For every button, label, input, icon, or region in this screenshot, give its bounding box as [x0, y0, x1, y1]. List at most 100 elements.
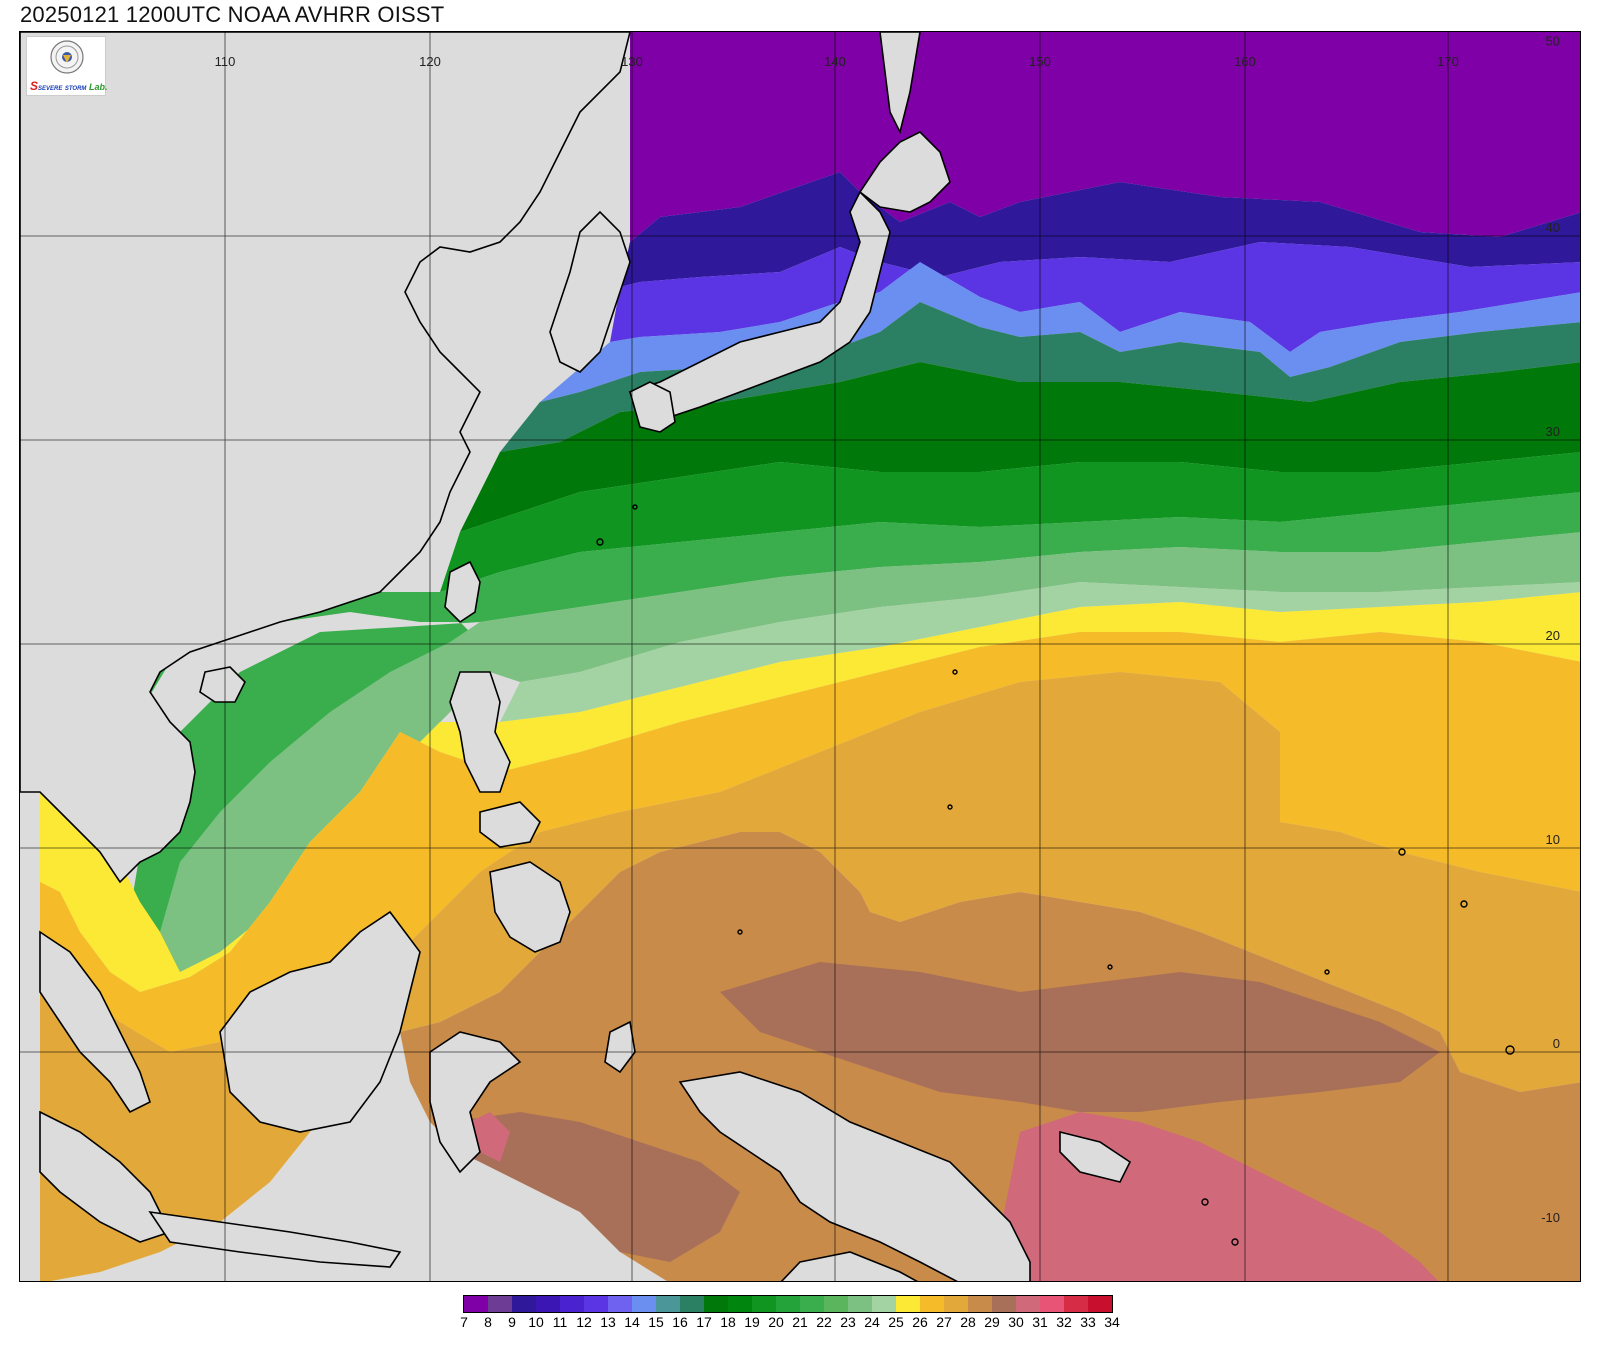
new-guinea	[678, 1071, 1031, 1281]
colorbar-label: 21	[792, 1314, 808, 1330]
lat-tick-labels: 50 40 30 20 10 0 -10	[1541, 34, 1560, 1225]
colorbar-label: 34	[1104, 1314, 1120, 1330]
philippines-visayas	[479, 801, 541, 848]
island-dot	[596, 538, 604, 546]
lon-tick-label: 170	[1437, 54, 1459, 69]
japan-kyushu	[629, 381, 676, 433]
small-islands	[596, 504, 1515, 1246]
colorbar-label: 32	[1056, 1314, 1072, 1330]
island-dot	[952, 669, 958, 675]
colorbar-swatch	[656, 1296, 680, 1312]
island-dot	[1505, 1045, 1515, 1055]
colorbar-label: 25	[888, 1314, 904, 1330]
sumatra	[39, 1110, 172, 1243]
colorbar-label: 19	[744, 1314, 760, 1330]
colorbar-swatch	[848, 1296, 872, 1312]
colorbar-label: 16	[672, 1314, 688, 1330]
island-dot	[947, 804, 953, 810]
colorbar-label: 30	[1008, 1314, 1024, 1330]
colorbar-label: 27	[936, 1314, 952, 1330]
colorbar-swatch	[680, 1296, 704, 1312]
colorbar-swatch	[488, 1296, 512, 1312]
colorbar-swatch	[536, 1296, 560, 1312]
colorbar-label: 23	[840, 1314, 856, 1330]
severe-storm-lab-logo: SSEVERE STORM Lab.	[26, 36, 108, 96]
java	[148, 1210, 402, 1268]
colorbar-swatch	[992, 1296, 1016, 1312]
korea	[549, 210, 631, 373]
lon-tick-label: 110	[215, 54, 236, 69]
island-dot	[1201, 1198, 1209, 1206]
colorbar-label: 10	[528, 1314, 544, 1330]
australia-north	[780, 1251, 919, 1281]
sst-band-22	[40, 492, 1580, 972]
lon-tick-label: 120	[419, 54, 441, 69]
colorbar-swatch	[944, 1296, 968, 1312]
colorbar-label: 12	[576, 1314, 592, 1330]
colorbar-label: 17	[696, 1314, 712, 1330]
island-dot	[1460, 900, 1468, 908]
colorbar-swatch	[1040, 1296, 1064, 1312]
colorbar-swatch	[920, 1296, 944, 1312]
new-britain	[1059, 1130, 1132, 1183]
lat-tick-label: 30	[1546, 424, 1560, 439]
colorbar-label: 24	[864, 1314, 880, 1330]
island-dot	[1398, 848, 1406, 856]
colorbar-swatch	[776, 1296, 800, 1312]
colorbar-swatch	[728, 1296, 752, 1312]
lon-tick-label: 160	[1234, 54, 1256, 69]
colorbar-label: 11	[552, 1314, 568, 1330]
colorbar-swatch	[632, 1296, 656, 1312]
sst-band-18	[460, 362, 1580, 532]
island-dot	[632, 504, 638, 510]
hainan	[199, 666, 246, 703]
lat-tick-label: 40	[1546, 220, 1560, 235]
sst-band-31b	[450, 1112, 740, 1262]
lat-tick-label: 10	[1546, 832, 1560, 847]
sst-band-28	[40, 632, 1580, 1052]
colorbar-label: 29	[984, 1314, 1000, 1330]
grid-lines	[20, 32, 1580, 1281]
halmahera	[604, 1020, 636, 1074]
sst-band-29	[40, 672, 1580, 1281]
lat-tick-label: 20	[1546, 628, 1560, 643]
malay-peninsula	[39, 930, 151, 1114]
philippines-luzon	[449, 671, 511, 793]
colorbar-swatch	[824, 1296, 848, 1312]
lat-tick-label: -10	[1541, 1210, 1560, 1225]
colorbar-swatch	[512, 1296, 536, 1312]
colorbar-label: 18	[720, 1314, 736, 1330]
sst-colorbar	[463, 1295, 1113, 1313]
colorbar-label: 22	[816, 1314, 832, 1330]
colorbar-label: 15	[648, 1314, 664, 1330]
logo-wordmark: SSEVERE STORM Lab.	[30, 79, 108, 93]
colorbar-label: 9	[508, 1314, 516, 1330]
colorbar-swatch	[704, 1296, 728, 1312]
colorbar-label: 13	[600, 1314, 616, 1330]
colorbar-swatch	[1016, 1296, 1040, 1312]
japan-hokkaido	[858, 131, 951, 213]
sst-band-24	[160, 532, 1580, 972]
taiwan	[444, 560, 481, 624]
colorbar-swatch	[464, 1296, 488, 1312]
colorbar-label: 8	[484, 1314, 492, 1330]
seal-icon	[50, 40, 84, 74]
colorbar-swatch	[896, 1296, 920, 1312]
colorbar-swatch	[584, 1296, 608, 1312]
colorbar-swatch	[1088, 1296, 1112, 1312]
philippines-mindanao	[489, 861, 571, 953]
colorbar-label: 33	[1080, 1314, 1096, 1330]
sst-band-31	[720, 962, 1440, 1112]
sakhalin	[879, 32, 921, 135]
land-masses	[20, 32, 1132, 1281]
island-dot	[1231, 1238, 1239, 1246]
colorbar-swatch	[560, 1296, 584, 1312]
lat-tick-label: 50	[1546, 34, 1560, 49]
borneo	[219, 910, 421, 1133]
sst-band-27	[40, 592, 1580, 992]
asia-mainland	[20, 32, 631, 884]
sulawesi	[429, 1031, 522, 1174]
island-dot	[1107, 964, 1113, 970]
colorbar-label: 20	[768, 1314, 784, 1330]
colorbar-swatch	[968, 1296, 992, 1312]
